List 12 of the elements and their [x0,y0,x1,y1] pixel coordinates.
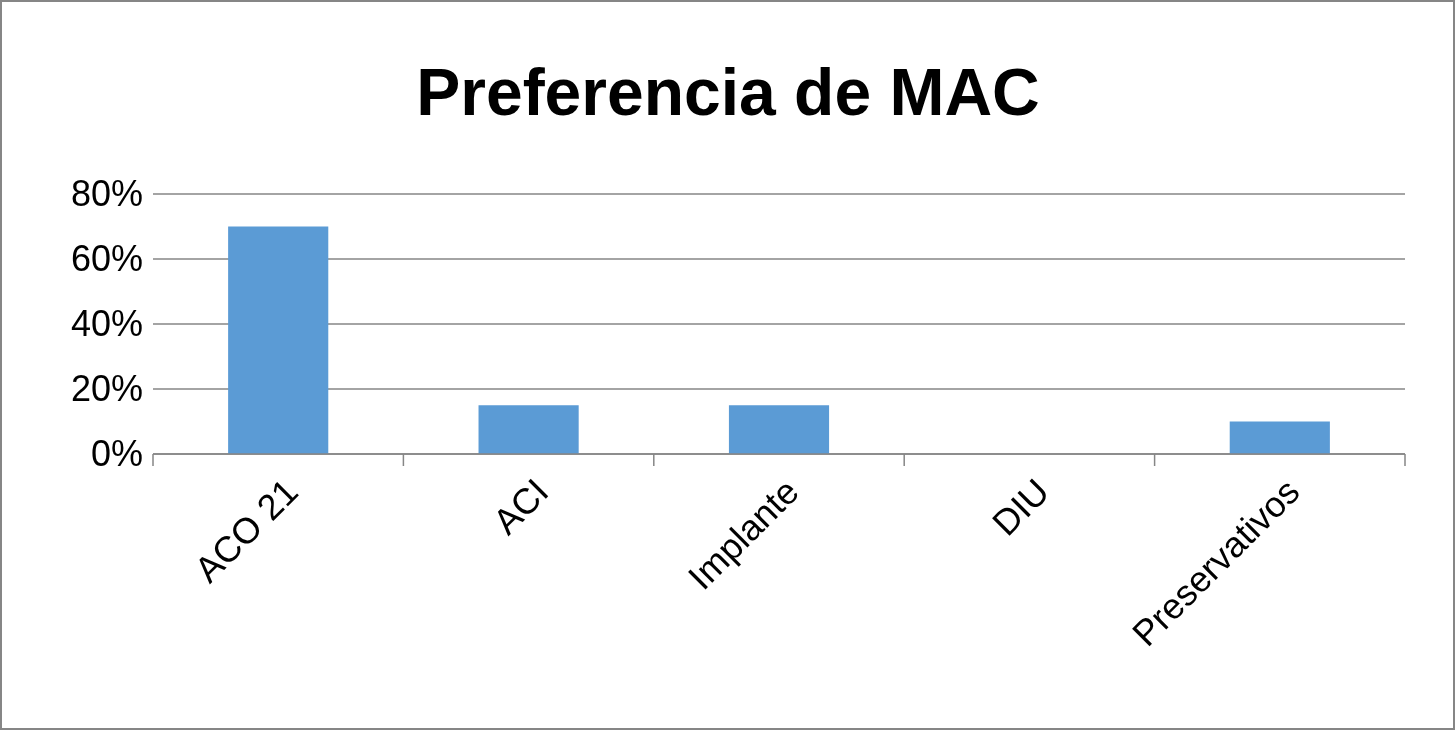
bar [478,405,579,454]
bar [1229,421,1330,454]
x-tick-label: ACI [484,470,557,543]
y-tick-label: 40% [70,303,143,345]
y-tick-label: 20% [70,368,143,410]
y-tick-label: 80% [70,173,143,215]
bar [728,405,830,454]
x-tick-label: DIU [984,470,1058,544]
bar [228,226,329,454]
chart-title: Preferencia de MAC [416,55,1040,129]
y-tick-label: 0% [90,433,143,475]
y-tick-label: 60% [70,238,143,280]
